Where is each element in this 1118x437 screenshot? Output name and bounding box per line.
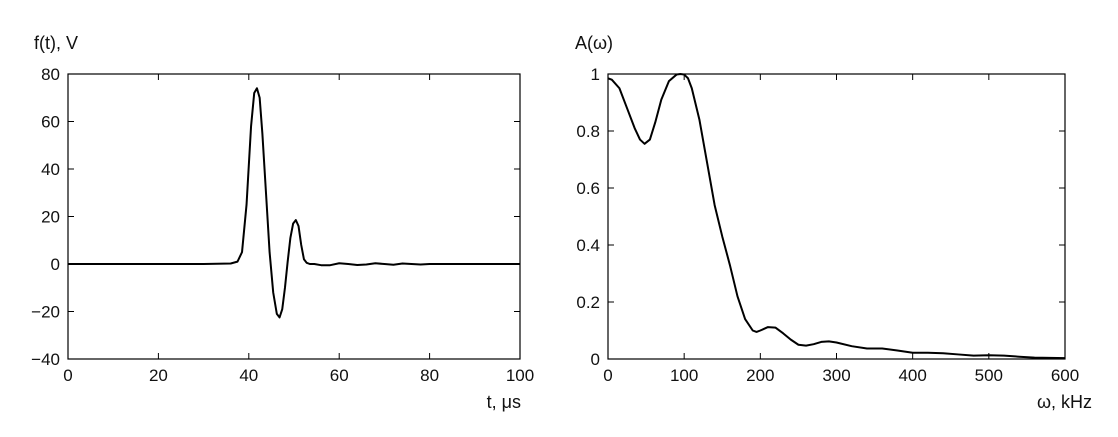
axis-ticks — [67, 73, 521, 360]
signal-line — [68, 87, 520, 319]
plot-frame — [67, 73, 521, 360]
y-tick-label: 0.2 — [576, 293, 600, 312]
y-tick-label: 40 — [41, 160, 60, 179]
amplitude-spectrum-plot: A(ω) ω, kHz 0 100 200 300 400 500 600 0 0.2 0.4 0.… — [575, 33, 1092, 412]
y-tick-label: 1 — [591, 65, 600, 84]
x-tick-label: 500 — [975, 366, 1003, 385]
x-tick-label: 0 — [603, 366, 612, 385]
x-tick-label: 0 — [63, 366, 72, 385]
x-tick-label: 100 — [670, 366, 698, 385]
x-tick-label: 100 — [506, 366, 534, 385]
x-tick-label: 60 — [330, 366, 349, 385]
axis-ticks — [607, 73, 1066, 360]
y-tick-label: 80 — [41, 65, 60, 84]
x-tick-label: 40 — [239, 366, 258, 385]
x-tick-label: 600 — [1051, 366, 1079, 385]
y-tick-label: 0.8 — [576, 122, 600, 141]
time-signal-plot: f(t), V t, μs 0 20 40 60 80 100 −40 −20 0 20 40 60 8… — [31, 33, 534, 412]
x-axis-label: t, μs — [487, 392, 521, 412]
y-tick-label: 0 — [591, 350, 600, 369]
y-tick-label: 0 — [51, 255, 60, 274]
y-axis-label: A(ω) — [575, 33, 613, 53]
y-tick-label: 0.6 — [576, 179, 600, 198]
x-tick-label: 300 — [822, 366, 850, 385]
y-tick-label: 60 — [41, 113, 60, 132]
y-tick-label: −20 — [31, 303, 60, 322]
x-tick-label: 200 — [746, 366, 774, 385]
spectrum-line — [607, 73, 1066, 360]
x-axis-label: ω, kHz — [1037, 392, 1092, 412]
x-tick-label: 20 — [149, 366, 168, 385]
x-tick-label: 80 — [420, 366, 439, 385]
plot-frame — [607, 73, 1066, 360]
y-tick-label: −40 — [31, 350, 60, 369]
y-tick-label: 20 — [41, 208, 60, 227]
tick-labels: 0 20 40 60 80 100 −40 −20 0 20 40 60 80 — [31, 65, 534, 385]
y-axis-label: f(t), V — [34, 33, 78, 53]
x-tick-label: 400 — [898, 366, 926, 385]
tick-labels: 0 100 200 300 400 500 600 0 0.2 0.4 0.6 0.8 1 — [576, 65, 1079, 385]
y-tick-label: 0.4 — [576, 236, 600, 255]
